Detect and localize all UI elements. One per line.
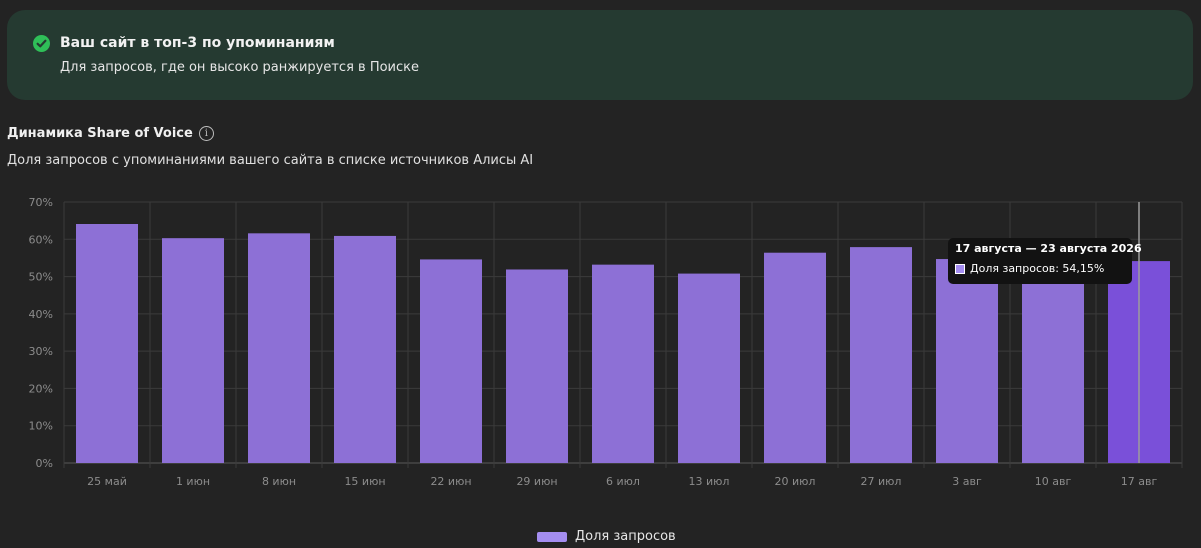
bar	[76, 223, 138, 463]
x-tick-label: 3 авг	[952, 475, 982, 488]
y-tick-label: 30%	[29, 345, 53, 358]
bar	[592, 264, 654, 463]
y-tick-label: 50%	[29, 271, 53, 284]
bar	[248, 233, 310, 463]
legend-swatch	[537, 531, 567, 542]
x-tick-label: 13 июл	[689, 475, 730, 488]
x-tick-label: 25 май	[87, 475, 127, 488]
bar	[936, 259, 998, 463]
bar	[1022, 260, 1084, 463]
x-tick-label: 6 июл	[606, 475, 640, 488]
bar	[764, 252, 826, 463]
x-tick-label: 29 июн	[516, 475, 557, 488]
bar	[334, 235, 396, 463]
x-tick-label: 8 июн	[262, 475, 296, 488]
x-tick-label: 1 июн	[176, 475, 210, 488]
top3-banner: Ваш сайт в топ-3 по упоминаниям Для запр…	[7, 10, 1193, 100]
x-tick-label: 17 авг	[1121, 475, 1158, 488]
y-tick-label: 10%	[29, 420, 53, 433]
tooltip-row: Доля запросов: 54,15%	[955, 262, 1125, 275]
tooltip-label: Доля запросов: 54,15%	[970, 262, 1105, 275]
tooltip-swatch	[955, 263, 965, 274]
bar	[162, 238, 224, 463]
section-title: Динамика Share of Voice i	[7, 126, 214, 141]
bar	[506, 269, 568, 463]
x-tick-label: 15 июн	[344, 475, 385, 488]
chart-legend[interactable]: Доля запросов	[537, 529, 676, 544]
x-tick-label: 10 авг	[1035, 475, 1072, 488]
info-icon[interactable]: i	[198, 126, 214, 141]
check-circle-icon	[33, 35, 50, 52]
x-tick-label: 20 июл	[775, 475, 816, 488]
tooltip-title: 17 августа — 23 августа 2026	[955, 242, 1142, 255]
bar	[850, 247, 912, 463]
y-tick-label: 60%	[29, 233, 53, 246]
y-tick-label: 0%	[36, 457, 53, 470]
bar	[678, 273, 740, 463]
banner-subtitle: Для запросов, где он высоко ранжируется …	[60, 60, 419, 75]
section-title-text: Динамика Share of Voice	[7, 126, 193, 141]
y-tick-label: 40%	[29, 308, 53, 321]
x-tick-label: 22 июн	[430, 475, 471, 488]
bar	[420, 259, 482, 463]
section-subtitle: Доля запросов с упоминаниями вашего сайт…	[7, 153, 534, 168]
banner-title: Ваш сайт в топ-3 по упоминаниям	[60, 35, 335, 51]
legend-label: Доля запросов	[575, 529, 676, 544]
x-tick-label: 27 июл	[861, 475, 902, 488]
chart-tooltip: 17 августа — 23 августа 2026 Доля запрос…	[948, 238, 1142, 284]
y-tick-label: 70%	[29, 196, 53, 209]
y-tick-label: 20%	[29, 382, 53, 395]
